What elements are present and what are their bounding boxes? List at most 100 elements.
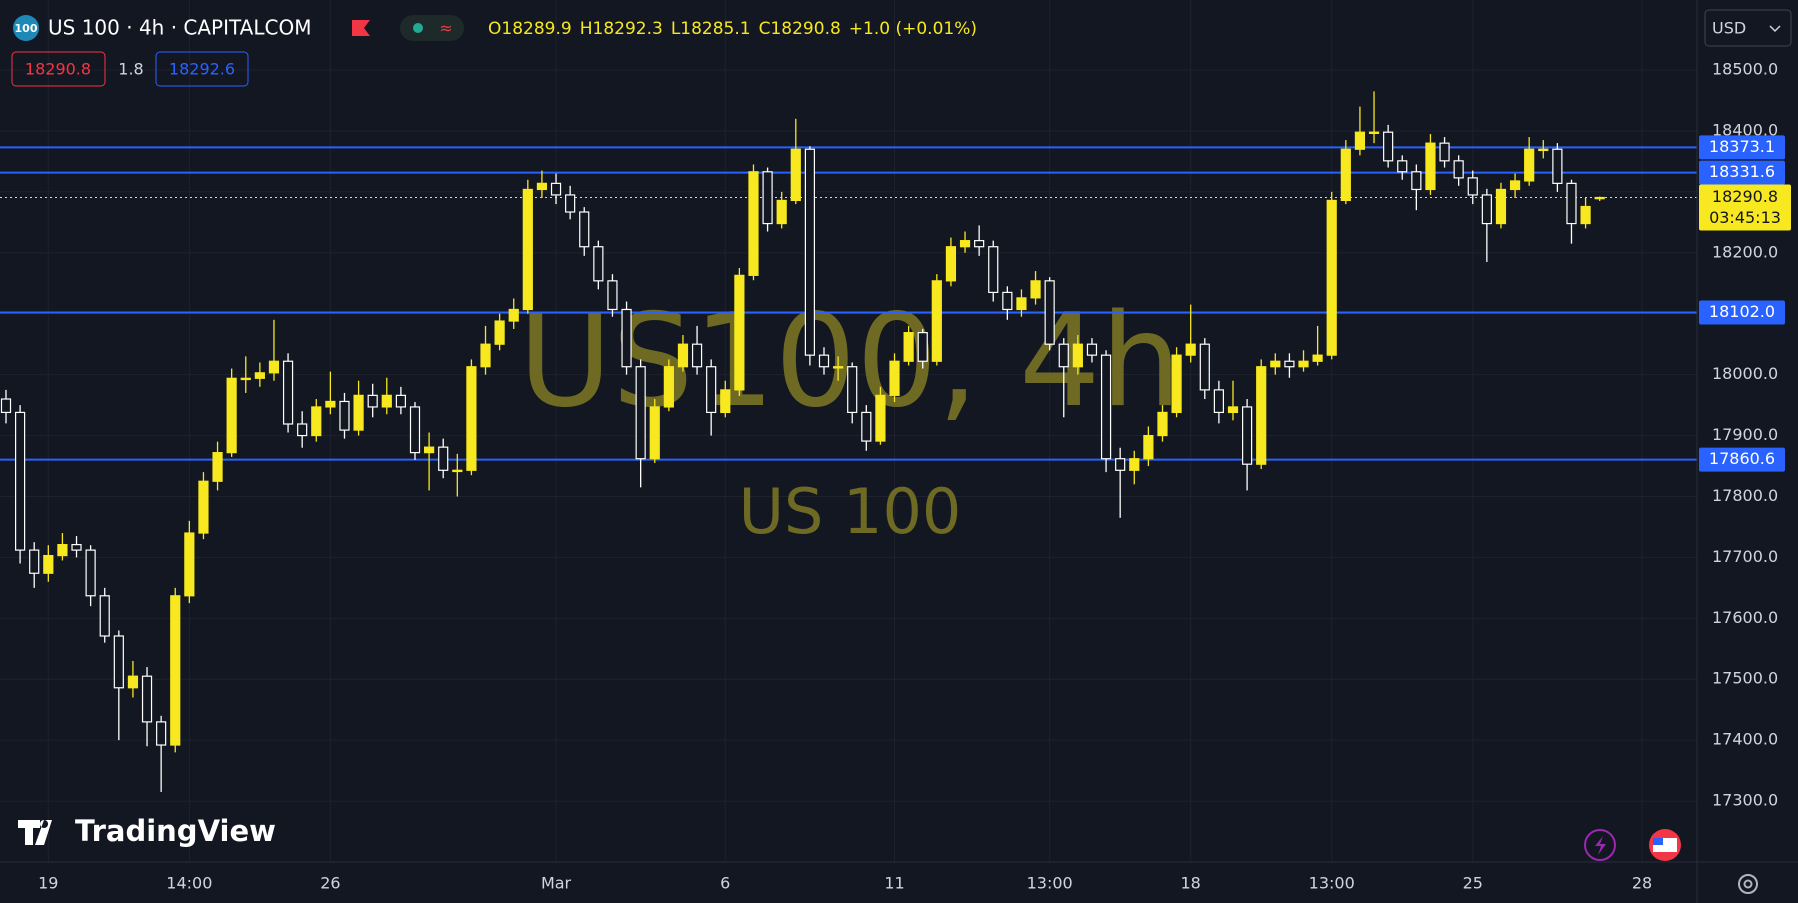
candle-body: [1453, 160, 1464, 179]
x-tick-label: 28: [1632, 874, 1652, 893]
candle-body: [833, 366, 844, 369]
symbol-logo-text: 100: [15, 22, 38, 35]
symbol-logo: [13, 15, 39, 41]
bid-box[interactable]: [11, 51, 106, 87]
candle-body: [1227, 406, 1239, 414]
candle-body: [1115, 458, 1126, 471]
candle-body: [212, 452, 223, 482]
y-tick-label: 17700.0: [1712, 547, 1778, 566]
candle-body: [409, 406, 421, 454]
bottom-icons: [1584, 829, 1681, 861]
candle-body: [1552, 148, 1563, 184]
legend-value: 18290.8: [770, 19, 840, 39]
candle-body: [254, 372, 265, 379]
candle-body: [776, 199, 787, 225]
candle-body: [790, 148, 801, 202]
level-label: 17860.6: [1709, 449, 1775, 468]
candle-body: [29, 549, 40, 574]
candle-body: [762, 171, 773, 225]
header: 100 US 100 · 4h · CAPITALCOM ≈ O18289.9 H…: [11, 15, 977, 87]
candle-body: [565, 194, 576, 213]
candle-body: [1312, 354, 1323, 362]
candle-body: [1016, 297, 1027, 311]
status-wave: ≈: [439, 19, 452, 38]
candle-body: [889, 360, 900, 396]
candle-body: [71, 544, 82, 551]
candle-body: [1072, 343, 1083, 368]
candle-body: [734, 274, 745, 391]
y-tick-label: 18000.0: [1712, 364, 1778, 383]
candle-body: [988, 246, 999, 294]
candle-body: [1354, 131, 1366, 150]
level-tag: [1699, 300, 1785, 325]
candle-body: [1580, 205, 1591, 225]
y-tick-label: 18400.0: [1712, 120, 1778, 139]
legend-change: +1.0 (+0.01%): [849, 19, 977, 39]
candle-body: [818, 354, 830, 368]
candle-body: [1326, 199, 1337, 356]
status-dot: [413, 23, 423, 33]
candle-body: [691, 343, 703, 368]
candle-body: [579, 211, 590, 248]
legend-key: O: [488, 19, 501, 39]
market-flag: [352, 20, 370, 36]
candle-body: [1467, 177, 1478, 196]
candle-body: [395, 394, 406, 408]
candle-body: [99, 595, 110, 637]
legend-value: 18292.3: [593, 19, 663, 39]
candle-body: [847, 366, 858, 414]
candle-body: [141, 675, 153, 723]
currency-button[interactable]: [1704, 9, 1792, 47]
level-tag: [1699, 160, 1785, 185]
candle-body: [1509, 180, 1521, 191]
ask-box[interactable]: [155, 51, 249, 87]
status-pill[interactable]: [400, 15, 464, 41]
x-tick-label: 19: [38, 874, 58, 893]
candle-body: [367, 394, 378, 408]
candle-body: [353, 394, 364, 431]
candle-body: [508, 308, 519, 322]
candle-body: [536, 182, 548, 191]
x-tick-label: 13:00: [1309, 874, 1355, 893]
candle-body: [480, 343, 491, 368]
candle-body: [268, 360, 280, 374]
y-tick-label: 18500.0: [1712, 60, 1778, 79]
currency-caret: [1769, 25, 1781, 33]
level-tag: [1699, 447, 1785, 472]
candle-body: [748, 171, 759, 276]
events-icon[interactable]: [1584, 829, 1616, 861]
legend-value: 18289.9: [501, 19, 571, 39]
level-tag: [1699, 135, 1785, 160]
candle-body: [706, 366, 717, 414]
candle-body: [198, 480, 209, 534]
candle-body: [452, 469, 463, 473]
legend-key: H: [580, 19, 593, 39]
legend-key: C: [759, 19, 771, 39]
x-tick-label: 18: [1181, 874, 1201, 893]
brand-name: TradingView: [75, 814, 276, 848]
candle-body: [1495, 188, 1507, 225]
candle-body: [720, 389, 731, 414]
candle-body: [311, 406, 322, 437]
x-tick-label: Mar: [541, 874, 572, 893]
last-price-tag: [1699, 184, 1791, 231]
candle-body: [226, 377, 237, 454]
candle-body: [0, 398, 12, 414]
candle-body: [1058, 343, 1069, 368]
candle-body: [1086, 343, 1098, 356]
symbol-title[interactable]: US 100 · 4h · CAPITALCOM: [48, 16, 311, 40]
candle-body: [1425, 142, 1436, 191]
candle-body: [1566, 182, 1577, 225]
candle-body: [931, 280, 942, 362]
watermark-subtitle: US 100: [739, 475, 962, 548]
y-tick-label: 17900.0: [1712, 425, 1778, 444]
settings-icon[interactable]: [1738, 874, 1758, 894]
x-tick-label: 25: [1463, 874, 1483, 893]
candle-body: [1171, 354, 1182, 414]
candle-body: [875, 394, 886, 442]
candle-body: [297, 423, 308, 437]
candle-body: [57, 544, 68, 557]
candle-body: [15, 411, 26, 551]
